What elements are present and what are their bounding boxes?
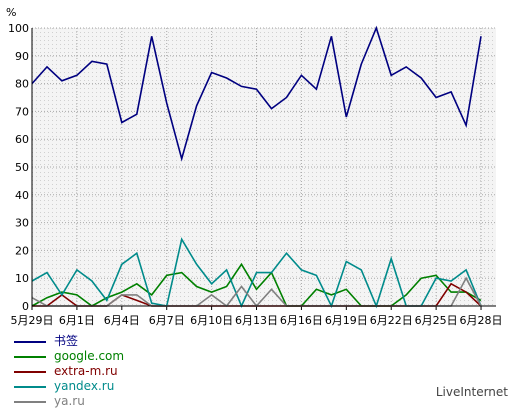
series-line-0 xyxy=(31,25,482,162)
x-tick-label: 6月22日 xyxy=(370,314,413,327)
x-tick-label: 6月25日 xyxy=(415,314,458,327)
legend-label: 书签 xyxy=(54,334,79,348)
x-tick-label: 6月16日 xyxy=(280,314,323,327)
x-tick-label: 6月28日 xyxy=(460,314,503,327)
legend-swatch xyxy=(14,356,46,358)
y-tick-label: 50 xyxy=(15,161,29,174)
x-tick-label: 5月29日 xyxy=(11,314,54,327)
legend-label: google.com xyxy=(54,349,125,363)
legend-swatch xyxy=(14,341,46,343)
series-line-1 xyxy=(31,262,482,307)
y-tick-label: 0 xyxy=(22,300,29,313)
legend-label: ya.ru xyxy=(54,394,85,408)
line-chart: 0 10 20 30 40 50 60 70 80 90 100 5月29日 6月1日 6月4日 6月7日… xyxy=(6,6,503,327)
y-tick-label: 10 xyxy=(15,272,29,285)
y-tick-label: 60 xyxy=(15,133,29,146)
x-tick-label: 6月19日 xyxy=(325,314,368,327)
legend-swatch xyxy=(14,401,46,403)
y-tick-label: 90 xyxy=(15,50,29,63)
legend-label: extra-m.ru xyxy=(54,364,118,378)
y-unit-label: % xyxy=(6,6,16,19)
x-tick-label: 6月1日 xyxy=(59,314,95,327)
x-tick-label: 6月10日 xyxy=(190,314,233,327)
y-tick-label: 20 xyxy=(15,244,29,257)
legend-label: yandex.ru xyxy=(54,379,115,393)
legend-swatch xyxy=(14,371,46,373)
x-tick-label: 6月4日 xyxy=(104,314,140,327)
y-tick-label: 40 xyxy=(15,189,29,202)
x-tick-label: 6月13日 xyxy=(235,314,278,327)
x-tick-label: 6月7日 xyxy=(149,314,185,327)
legend-swatch xyxy=(14,386,46,388)
y-tick-label: 80 xyxy=(15,78,29,91)
y-tick-label: 30 xyxy=(15,217,29,230)
y-tick-label: 70 xyxy=(15,105,29,118)
y-tick-label: 100 xyxy=(8,22,29,35)
brand-label: LiveInternet xyxy=(435,385,508,399)
